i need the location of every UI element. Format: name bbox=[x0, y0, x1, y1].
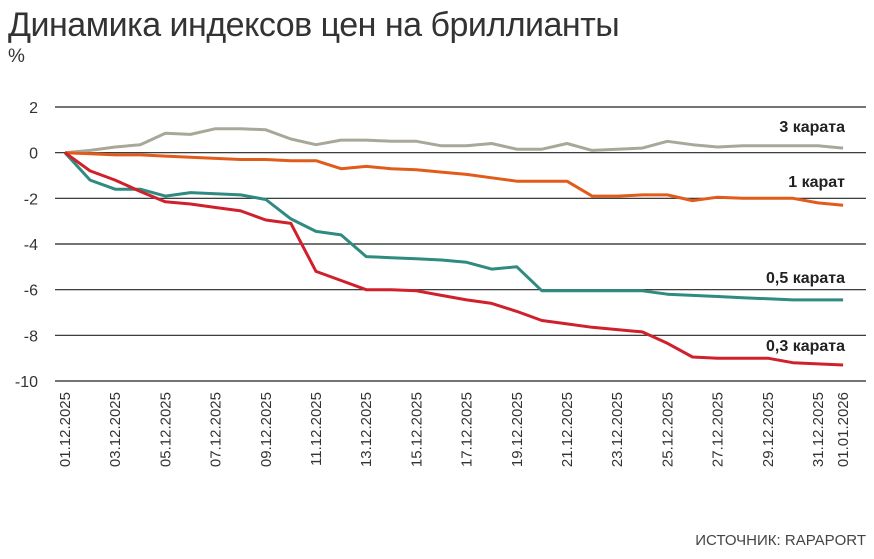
x-tick-label: 07.12.2025 bbox=[208, 392, 225, 467]
series-line-0 bbox=[64, 127, 844, 155]
x-tick-label: 25.12.2025 bbox=[659, 392, 676, 467]
series-label: 0,5 карата bbox=[766, 270, 845, 287]
y-tick-label: -2 bbox=[24, 191, 38, 208]
x-tick-label: 17.12.2025 bbox=[459, 392, 476, 467]
x-tick-label: 27.12.2025 bbox=[710, 392, 727, 467]
chart-title: Динамика индексов цен на бриллианты bbox=[8, 6, 620, 44]
x-tick-label: 21.12.2025 bbox=[559, 392, 576, 467]
series-label: 0,3 карата bbox=[766, 338, 845, 355]
x-tick-label: 29.12.2025 bbox=[760, 392, 777, 467]
y-tick-label: 0 bbox=[29, 146, 38, 163]
series-label: 3 карата bbox=[779, 119, 845, 136]
x-tick-label: 15.12.2025 bbox=[408, 392, 425, 467]
y-tick-label: -8 bbox=[24, 328, 38, 345]
y-axis-unit: % bbox=[8, 46, 25, 67]
series-label: 1 карат bbox=[788, 174, 845, 191]
y-tick-label: -10 bbox=[15, 374, 38, 391]
x-tick-label: 03.12.2025 bbox=[107, 392, 124, 467]
series-line-1 bbox=[64, 151, 844, 207]
series-line-2 bbox=[63, 151, 844, 302]
x-tick-label: 01.12.2025 bbox=[57, 392, 74, 467]
series-line-3 bbox=[64, 151, 844, 367]
x-tick-label: 13.12.2025 bbox=[358, 392, 375, 467]
y-tick-label: -6 bbox=[24, 283, 38, 300]
x-tick-label: 09.12.2025 bbox=[258, 392, 275, 467]
y-tick-label: 2 bbox=[29, 100, 38, 117]
x-tick-label: 11.12.2025 bbox=[308, 392, 325, 466]
x-tick-label: 23.12.2025 bbox=[609, 392, 626, 467]
source-note: ИСТОЧНИК: RAPAPORT bbox=[695, 532, 866, 549]
y-tick-label: -4 bbox=[24, 237, 38, 254]
x-tick-label: 19.12.2025 bbox=[509, 392, 526, 467]
x-tick-label: 05.12.2025 bbox=[157, 392, 174, 467]
x-tick-label: 01.01.2026 bbox=[835, 392, 852, 467]
x-tick-label: 31.12.2025 bbox=[810, 392, 827, 467]
